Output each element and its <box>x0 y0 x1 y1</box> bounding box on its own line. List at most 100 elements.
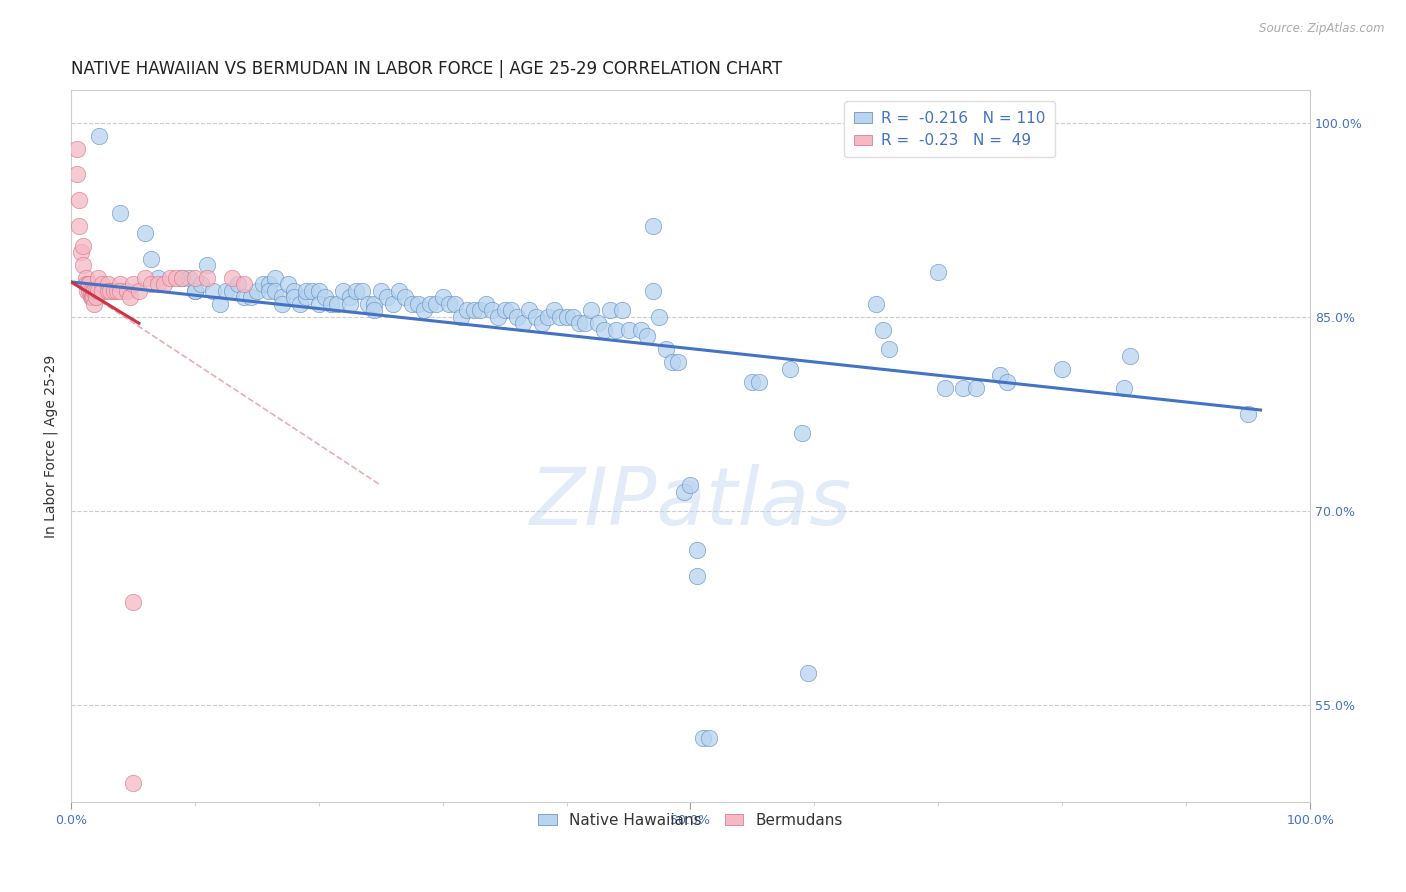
Point <box>121 776 143 790</box>
Point <box>152 277 174 292</box>
Point <box>72 258 94 272</box>
Point <box>797 665 820 680</box>
Point <box>69 194 91 208</box>
Point <box>80 290 103 304</box>
Point <box>184 284 207 298</box>
Point <box>643 284 665 298</box>
Point <box>233 290 256 304</box>
Point <box>636 329 658 343</box>
Point <box>221 271 243 285</box>
Point <box>76 284 98 298</box>
Point <box>79 284 101 298</box>
Point <box>988 368 1011 382</box>
Point <box>308 284 330 298</box>
Point <box>401 297 423 311</box>
Point <box>425 297 447 311</box>
Point <box>332 284 354 298</box>
Point <box>257 284 280 298</box>
Point <box>475 297 498 311</box>
Point <box>790 426 813 441</box>
Point <box>877 342 900 356</box>
Point <box>146 271 169 285</box>
Point <box>934 381 956 395</box>
Point <box>105 284 128 298</box>
Point <box>295 290 318 304</box>
Point <box>82 284 104 298</box>
Point <box>952 381 974 395</box>
Point <box>75 277 97 292</box>
Point <box>574 316 596 330</box>
Point <box>100 284 122 298</box>
Point <box>195 271 218 285</box>
Point <box>357 297 380 311</box>
Point <box>177 271 200 285</box>
Point <box>66 142 89 156</box>
Point <box>419 297 441 311</box>
Point <box>202 284 225 298</box>
Point <box>90 284 112 298</box>
Point <box>382 297 405 311</box>
Point <box>530 316 553 330</box>
Point <box>394 290 416 304</box>
Point <box>599 303 621 318</box>
Point <box>375 290 398 304</box>
Point <box>82 290 104 304</box>
Point <box>1119 349 1142 363</box>
Point <box>184 284 207 298</box>
Point <box>481 303 503 318</box>
Point <box>995 375 1018 389</box>
Point <box>673 484 696 499</box>
Point <box>121 594 143 608</box>
Point <box>90 277 112 292</box>
Point <box>779 361 801 376</box>
Point <box>87 271 110 285</box>
Point <box>741 375 763 389</box>
Point <box>524 310 547 324</box>
Point <box>406 297 429 311</box>
Point <box>77 277 100 292</box>
Point <box>314 290 336 304</box>
Point <box>134 226 156 240</box>
Point <box>215 284 238 298</box>
Point <box>444 297 467 311</box>
Point <box>506 310 529 324</box>
Point <box>69 219 91 234</box>
Point <box>537 310 560 324</box>
Point <box>246 284 269 298</box>
Point <box>141 277 163 292</box>
Point <box>339 290 361 304</box>
Point <box>79 277 101 292</box>
Point <box>84 290 107 304</box>
Point <box>195 258 218 272</box>
Point <box>172 271 194 285</box>
Text: ZIPatlas: ZIPatlas <box>530 464 852 542</box>
Point <box>686 568 709 582</box>
Point <box>370 284 392 298</box>
Point <box>110 284 132 298</box>
Point <box>486 310 509 324</box>
Point <box>83 284 105 298</box>
Point <box>550 310 572 324</box>
Point <box>965 381 987 395</box>
Point <box>1237 407 1260 421</box>
Point <box>1114 381 1136 395</box>
Point <box>605 323 627 337</box>
Point <box>352 284 374 298</box>
Point <box>252 277 274 292</box>
Point <box>561 310 583 324</box>
Point <box>288 297 311 311</box>
Y-axis label: In Labor Force | Age 25-29: In Labor Force | Age 25-29 <box>44 355 58 538</box>
Point <box>512 316 534 330</box>
Point <box>79 284 101 298</box>
Point <box>239 290 262 304</box>
Point <box>555 310 578 324</box>
Point <box>257 277 280 292</box>
Point <box>208 297 231 311</box>
Point <box>630 323 652 337</box>
Point <box>128 284 150 298</box>
Point <box>270 290 292 304</box>
Point <box>190 277 212 292</box>
Point <box>69 245 91 260</box>
Point <box>146 277 169 292</box>
Point <box>97 277 120 292</box>
